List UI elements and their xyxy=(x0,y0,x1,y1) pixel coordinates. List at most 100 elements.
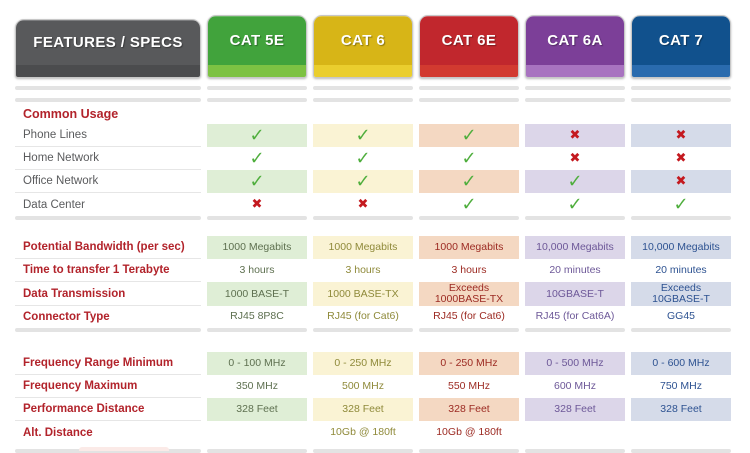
section-divider xyxy=(0,328,750,332)
row-label: Connector Type xyxy=(23,310,110,323)
value-text: RJ45 8P8C xyxy=(230,310,284,322)
spec-section: Potential Bandwidth (per sec) 1000 Megabi… xyxy=(0,236,750,328)
value-cell: 1000 BASE-T xyxy=(207,282,307,306)
value-text: RJ45 (for Cat6A) xyxy=(535,310,615,322)
section-divider xyxy=(0,98,750,102)
value-text: 20 minutes xyxy=(549,264,601,276)
value-text: 10,000 Megabits xyxy=(642,241,720,253)
value-text: 0 - 100 MHz xyxy=(228,357,286,369)
row-label-cell: Data Transmission xyxy=(15,282,201,306)
check-icon: ✓ xyxy=(249,171,265,192)
divider-bar xyxy=(313,98,413,102)
row-label-cell: Phone Lines xyxy=(15,124,201,147)
tab-cat-6a[interactable]: CAT 6A xyxy=(525,15,625,78)
tab-label: CAT 6E xyxy=(441,32,497,49)
tab-body: CAT 7 xyxy=(632,16,730,65)
tab-strip xyxy=(632,65,730,77)
value-text: 3 hours xyxy=(451,264,487,276)
tab-strip xyxy=(420,65,518,77)
cross-icon: ✖ xyxy=(357,197,369,212)
divider-bar xyxy=(419,328,519,332)
value-text: 328 Feet xyxy=(554,403,596,415)
section-divider xyxy=(0,216,750,220)
value-text: RJ45 (for Cat6) xyxy=(433,310,505,322)
divider-bar xyxy=(207,98,307,102)
cross-icon: ✖ xyxy=(675,128,687,143)
row-label: Alt. Distance xyxy=(23,426,93,439)
value-text: 0 - 500 MHz xyxy=(546,357,604,369)
value-text: 328 Feet xyxy=(342,403,384,415)
value-cell: 0 - 250 MHz xyxy=(419,352,519,375)
divider-bar xyxy=(15,216,201,220)
value-cell: ✓ xyxy=(207,147,307,170)
check-icon: ✓ xyxy=(567,171,583,192)
value-cell: ✖ xyxy=(207,193,307,216)
table-row: Data Transmission 1000 BASE-T 1000 BASE-TX… xyxy=(0,282,750,306)
check-icon: ✓ xyxy=(355,148,371,169)
value-cell: 10,000 Megabits xyxy=(525,236,625,259)
value-cell: RJ45 8P8C xyxy=(207,305,307,328)
value-cell: ✓ xyxy=(525,170,625,193)
divider-bar xyxy=(207,216,307,220)
value-cell: ✖ xyxy=(631,124,731,147)
table-row: Home Network ✓ ✓ ✓ ✖ ✖ xyxy=(0,147,750,170)
tab-cat-6e[interactable]: CAT 6E xyxy=(419,15,519,78)
value-cell: 0 - 100 MHz xyxy=(207,352,307,375)
value-text: 328 Feet xyxy=(236,403,278,415)
divider-bar xyxy=(15,86,201,90)
value-cell: 10,000 Megabits xyxy=(631,236,731,259)
features-specs-tab-strip xyxy=(16,65,200,77)
row-label: Potential Bandwidth (per sec) xyxy=(23,241,185,253)
value-text: 3 hours xyxy=(345,264,381,276)
tab-body: CAT 6A xyxy=(526,16,624,65)
check-icon: ✓ xyxy=(461,148,477,169)
table-row: Frequency Maximum 350 MHz 500 MHz 550 MHz 60… xyxy=(0,375,750,398)
value-cell: Exceeds 10GBASE-T xyxy=(631,282,731,306)
value-text: 0 - 600 MHz xyxy=(652,357,710,369)
tab-cat-6[interactable]: CAT 6 xyxy=(313,15,413,78)
value-text: 328 Feet xyxy=(448,403,490,415)
divider-bar xyxy=(525,449,625,453)
divider-bar xyxy=(313,216,413,220)
value-cell: 3 hours xyxy=(313,259,413,282)
divider-bar xyxy=(207,449,307,453)
row-label: Time to transfer 1 Terabyte xyxy=(23,264,170,276)
check-icon: ✓ xyxy=(249,148,265,169)
value-cell: 10Gb @ 180ft xyxy=(313,421,413,444)
value-text: 10Gb @ 180ft xyxy=(436,426,502,438)
value-cell: ✖ xyxy=(525,124,625,147)
value-text: GG45 xyxy=(666,310,695,322)
value-text: 550 MHz xyxy=(447,380,490,392)
tab-cat-5e[interactable]: CAT 5E xyxy=(207,15,307,78)
value-cell xyxy=(207,421,307,444)
row-label-cell: Frequency Range Minimum xyxy=(15,352,201,375)
cross-icon: ✖ xyxy=(251,197,263,212)
value-cell: ✓ xyxy=(207,124,307,147)
divider-bar xyxy=(313,86,413,90)
value-text: 1000 BASE-T xyxy=(224,287,290,300)
value-cell: ✓ xyxy=(313,170,413,193)
row-label-cell: Time to transfer 1 Terabyte xyxy=(15,259,201,282)
tab-label: CAT 7 xyxy=(658,32,704,49)
divider-bar xyxy=(525,86,625,90)
value-text: Exceeds 1000BASE-TX xyxy=(434,282,504,305)
value-cell: 500 MHz xyxy=(313,375,413,398)
divider-bar xyxy=(525,328,625,332)
row-label-cell: Potential Bandwidth (per sec) xyxy=(15,236,201,259)
table-row: Potential Bandwidth (per sec) 1000 Megabi… xyxy=(0,236,750,259)
divider-bar xyxy=(631,328,731,332)
check-icon: ✓ xyxy=(461,171,477,192)
value-cell: 328 Feet xyxy=(419,398,519,421)
value-cell xyxy=(525,421,625,444)
tab-cat-7[interactable]: CAT 7 xyxy=(631,15,731,78)
tab-label: CAT 6 xyxy=(340,32,386,49)
row-label: Home Network xyxy=(23,152,100,164)
section-divider xyxy=(0,86,750,90)
value-text: 1000 Megabits xyxy=(222,241,292,253)
check-icon: ✓ xyxy=(355,171,371,192)
row-label-cell: Alt. Distance xyxy=(15,421,201,444)
value-cell: Exceeds 1000BASE-TX xyxy=(419,282,519,306)
cross-icon: ✖ xyxy=(569,151,581,166)
value-cell: 328 Feet xyxy=(525,398,625,421)
